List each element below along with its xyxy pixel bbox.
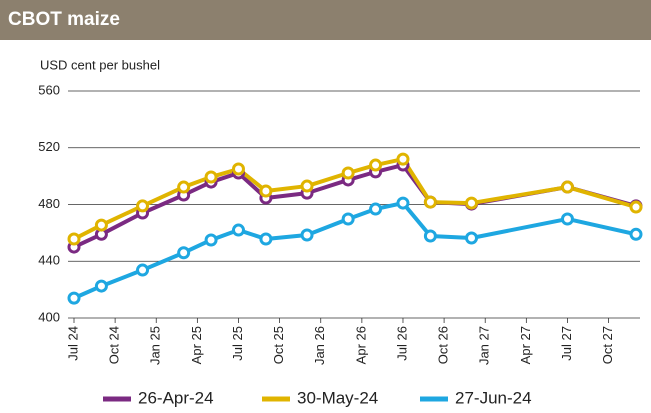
- x-tick-label: Oct 24: [107, 326, 122, 364]
- point: [204, 233, 218, 247]
- point: [300, 228, 314, 242]
- point: [136, 199, 150, 213]
- x-tick-label: Apr 26: [353, 326, 368, 364]
- x-tick-label: Jul 26: [394, 326, 409, 361]
- legend-label: 27-Jun-24: [455, 388, 532, 407]
- point: [341, 212, 355, 226]
- x-tick-label: Oct 27: [600, 326, 615, 364]
- series-line: [73, 201, 637, 300]
- point: [300, 179, 314, 193]
- x-tick-label: Apr 25: [189, 326, 204, 364]
- point: [369, 202, 383, 216]
- title-bar: [0, 0, 651, 40]
- legend-label: 30-May-24: [297, 388, 378, 407]
- y-tick-label: 560: [38, 82, 60, 97]
- point: [465, 231, 479, 245]
- point: [259, 184, 273, 198]
- point: [67, 232, 81, 246]
- point: [629, 227, 643, 241]
- point: [94, 279, 108, 293]
- series-line: [73, 157, 637, 241]
- point: [67, 291, 81, 305]
- point: [465, 196, 479, 210]
- point: [177, 180, 191, 194]
- x-tick-label: Oct 26: [436, 326, 451, 364]
- point: [560, 212, 574, 226]
- x-tick-label: Jul 25: [230, 326, 245, 361]
- chart-title: CBOT maize: [8, 9, 120, 30]
- point: [204, 170, 218, 184]
- point: [423, 195, 437, 209]
- x-tick-label: Jul 27: [559, 326, 574, 361]
- point: [231, 162, 245, 176]
- point: [341, 166, 355, 180]
- legend-label: 26-Apr-24: [138, 388, 214, 407]
- y-tick-label: 520: [38, 139, 60, 154]
- y-tick-label: 480: [38, 196, 60, 211]
- x-tick-label: Jul 24: [65, 326, 80, 361]
- point: [560, 180, 574, 194]
- y-axis-label: USD cent per bushel: [40, 57, 160, 72]
- x-tick-label: Jan 26: [312, 326, 327, 365]
- point: [369, 158, 383, 172]
- point: [396, 196, 410, 210]
- y-tick-label: 400: [38, 309, 60, 324]
- point: [136, 263, 150, 277]
- x-tick-label: Apr 27: [518, 326, 533, 364]
- point: [177, 246, 191, 260]
- x-tick-label: Jan 27: [477, 326, 492, 365]
- series-line: [73, 163, 637, 249]
- x-tick-label: Jan 25: [148, 326, 163, 365]
- point: [396, 152, 410, 166]
- point: [259, 232, 273, 246]
- point: [231, 223, 245, 237]
- point: [94, 218, 108, 232]
- y-tick-label: 440: [38, 253, 60, 268]
- point: [423, 229, 437, 243]
- x-tick-label: Oct 25: [271, 326, 286, 364]
- point: [629, 200, 643, 214]
